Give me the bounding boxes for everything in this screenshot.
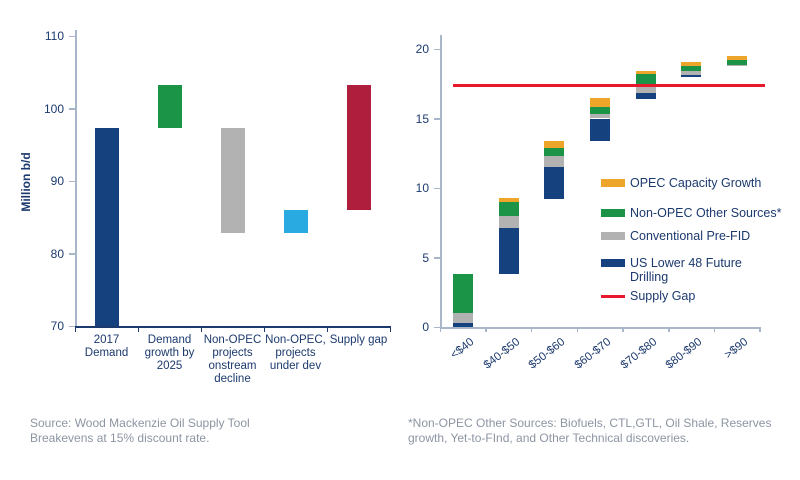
- left-category-label-2: Demand growth by 2025: [144, 334, 195, 372]
- left-category-label-1: 2017 Demand: [84, 334, 129, 359]
- left-bar-3: [220, 128, 245, 234]
- source-note-line1: Source: Wood Mackenzie Oil Supply Tool: [30, 416, 250, 430]
- right-bar-1-segment-conventional-pre-fid: [452, 313, 473, 323]
- right-bar-6-segment-non-opec-other-sources-: [681, 66, 702, 72]
- right-y-axis-line: [440, 35, 442, 327]
- left-bar-2: [157, 84, 182, 129]
- left-bar-1: [94, 128, 119, 326]
- right-ytick-label-15: 15: [415, 111, 429, 126]
- legend-box-swatch-navy-icon: [601, 259, 625, 267]
- legend-entry-supply-gap: Supply Gap: [601, 289, 791, 303]
- legend-label-3: Conventional Pre-FID: [630, 229, 751, 243]
- right-ytick-mark-0: [434, 326, 440, 328]
- legend-label-4: US Lower 48 Future Drilling: [630, 256, 742, 284]
- left-ytick-label-110: 110: [44, 29, 64, 43]
- legend-entry-us-lower-48-future-drilling: US Lower 48 Future Drilling: [601, 256, 791, 284]
- right-bar-5-segment-non-opec-other-sources-: [635, 74, 656, 87]
- legend-box-swatch-orange-icon: [601, 179, 625, 187]
- right-bar-4-segment-non-opec-other-sources-: [589, 107, 610, 115]
- left-xtick-mark-4: [326, 326, 328, 332]
- left-category-label-3: Non-OPEC projects onstream decline: [203, 334, 262, 385]
- legend-label-1: OPEC Capacity Growth: [630, 176, 762, 190]
- legend-line-swatch-red_line-icon: [601, 295, 625, 298]
- right-bar-5-segment-us-lower-48-future-drilling: [635, 93, 656, 100]
- right-bar-5-segment-opec-capacity-growth: [635, 71, 656, 74]
- legend: OPEC Capacity Growth Non-OPEC Other Sourc…: [601, 176, 791, 303]
- right-bar-1-segment-us-lower-48-future-drilling: [452, 322, 473, 327]
- legend-label-5: Supply Gap: [630, 289, 696, 303]
- right-ytick-label-0: 0: [422, 320, 429, 334]
- source-note-line2: Breakevens at 15% discount rate.: [30, 431, 210, 445]
- right-bar-3-segment-conventional-pre-fid: [544, 156, 565, 168]
- right-ytick-label-5: 5: [422, 250, 429, 265]
- right-bar-3-segment-us-lower-48-future-drilling: [544, 167, 565, 200]
- left-xtick-mark-3: [263, 326, 265, 332]
- legend-box-swatch-green-icon: [601, 209, 625, 217]
- left-y-axis-line: [75, 30, 77, 326]
- left-bar-5: [346, 84, 371, 210]
- right-bar-3-segment-opec-capacity-growth: [544, 141, 565, 148]
- right-bar-4-segment-us-lower-48-future-drilling: [589, 118, 610, 141]
- right-bar-2-segment-non-opec-other-sources-: [498, 201, 519, 216]
- left-x-axis-line: [75, 326, 390, 328]
- left-ytick-mark-70: [69, 325, 75, 327]
- right-xtick-mark-2: [530, 327, 533, 332]
- right-ytick-mark-15: [434, 118, 440, 120]
- right-xtick-mark-0: [439, 327, 441, 332]
- left-xtick-mark-5: [389, 326, 391, 332]
- right-bar-7-segment-non-opec-other-sources-: [727, 60, 748, 65]
- left-ytick-label-100: 100: [43, 101, 64, 116]
- legend-entry-opec-capacity-growth: OPEC Capacity Growth: [601, 176, 791, 190]
- right-bar-7-segment-opec-capacity-growth: [727, 55, 748, 61]
- left-bar-4: [283, 210, 308, 234]
- right-xtick-mark-6: [713, 327, 716, 332]
- right-bar-6-segment-opec-capacity-growth: [681, 61, 702, 67]
- non-opec-footnote: *Non-OPEC Other Sources: Biofuels, CTL,G…: [408, 416, 772, 445]
- supply-gap-line: [453, 83, 765, 87]
- right-bar-1-segment-non-opec-other-sources-: [452, 274, 473, 314]
- legend-label-2: Non-OPEC Other Sources*: [630, 206, 782, 220]
- left-category-label-4: Non-OPEC, projects under dev: [265, 334, 326, 372]
- right-x-axis-line: [440, 327, 760, 329]
- left-ytick-mark-110: [69, 35, 75, 37]
- legend-entry-non-opec-other-sources-: Non-OPEC Other Sources*: [601, 206, 791, 220]
- right-xtick-mark-1: [485, 327, 487, 332]
- right-xtick-mark-5: [668, 327, 670, 332]
- right-xtick-mark-4: [622, 327, 624, 332]
- right-bar-6-segment-conventional-pre-fid: [681, 71, 702, 75]
- legend-entry-conventional-pre-fid: Conventional Pre-FID: [601, 229, 791, 243]
- right-xtick-mark-7: [759, 327, 761, 332]
- right-bar-6-segment-us-lower-48-future-drilling: [681, 74, 702, 77]
- right-xtick-mark-3: [576, 327, 579, 332]
- left-ytick-mark-100: [69, 108, 75, 110]
- source-note: Source: Wood Mackenzie Oil Supply Tool B…: [30, 416, 330, 446]
- right-bar-2-segment-opec-capacity-growth: [498, 197, 519, 202]
- right-bar-4-segment-opec-capacity-growth: [589, 97, 610, 108]
- left-xtick-mark-1: [137, 326, 139, 332]
- left-ytick-label-70: 70: [50, 319, 64, 333]
- left-ytick-mark-90: [69, 180, 75, 182]
- right-bar-3-segment-non-opec-other-sources-: [544, 147, 565, 157]
- right-ytick-mark-10: [434, 187, 440, 189]
- left-category-label-5: Supply gap: [329, 334, 388, 346]
- left-ytick-label-90: 90: [50, 174, 64, 188]
- right-bar-7-segment-conventional-pre-fid: [727, 64, 748, 67]
- right-ytick-label-20: 20: [415, 42, 429, 56]
- right-ytick-mark-5: [434, 257, 440, 259]
- left-ytick-mark-80: [69, 253, 75, 255]
- left-xtick-mark-2: [200, 326, 202, 332]
- right-bar-4-segment-conventional-pre-fid: [589, 114, 610, 119]
- right-bar-5-segment-conventional-pre-fid: [635, 86, 656, 94]
- left-ytick-label-80: 80: [50, 246, 64, 261]
- legend-box-swatch-gray-icon: [601, 232, 625, 240]
- right-ytick-label-10: 10: [415, 181, 429, 195]
- right-ytick-mark-20: [434, 48, 440, 50]
- right-bar-2-segment-conventional-pre-fid: [498, 215, 519, 229]
- right-bar-2-segment-us-lower-48-future-drilling: [498, 228, 519, 275]
- left-xtick-mark-0: [74, 326, 76, 332]
